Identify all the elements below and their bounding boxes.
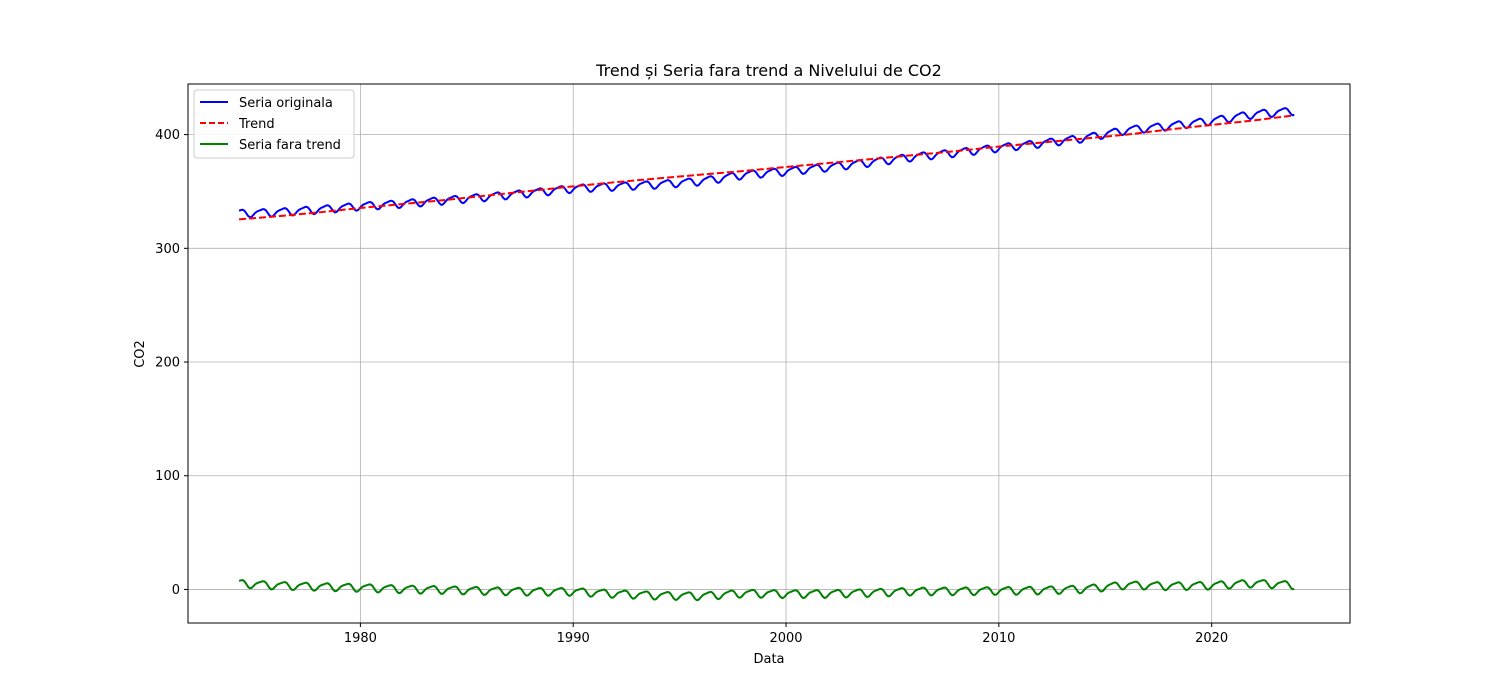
axis-ticks: 1980 1990 2000 2010 2020 0 100 200 300 400 bbox=[155, 128, 1228, 646]
y-tick-label: 100 bbox=[155, 469, 180, 484]
y-tick-label: 0 bbox=[172, 583, 180, 598]
legend: Seria originala Trend Seria fara trend bbox=[193, 89, 355, 159]
legend-label-seria-fara-trend: Seria fara trend bbox=[239, 138, 341, 153]
x-tick-label: 2020 bbox=[1195, 631, 1228, 646]
y-tick-label: 400 bbox=[155, 128, 180, 143]
series-lines bbox=[238, 107, 1295, 602]
y-tick-label: 300 bbox=[155, 242, 180, 257]
legend-box bbox=[193, 89, 355, 159]
series-line-seria-fara-trend bbox=[238, 579, 1295, 602]
series-line-seria-originala bbox=[238, 107, 1295, 219]
x-tick-label: 1980 bbox=[344, 631, 377, 646]
x-axis-title: Data bbox=[753, 652, 784, 667]
x-tick-label: 2010 bbox=[982, 631, 1015, 646]
legend-label-seria-originala: Seria originala bbox=[239, 96, 333, 111]
y-tick-label: 200 bbox=[155, 356, 180, 371]
legend-label-trend: Trend bbox=[238, 117, 275, 132]
x-tick-label: 1990 bbox=[557, 631, 590, 646]
x-tick-label: 2000 bbox=[769, 631, 802, 646]
series-line-trend bbox=[239, 114, 1293, 221]
plot-area-frame bbox=[187, 83, 1351, 624]
y-axis-title: CO2 bbox=[133, 340, 148, 368]
chart-title: Trend și Seria fara trend a Nivelului de… bbox=[595, 61, 942, 80]
